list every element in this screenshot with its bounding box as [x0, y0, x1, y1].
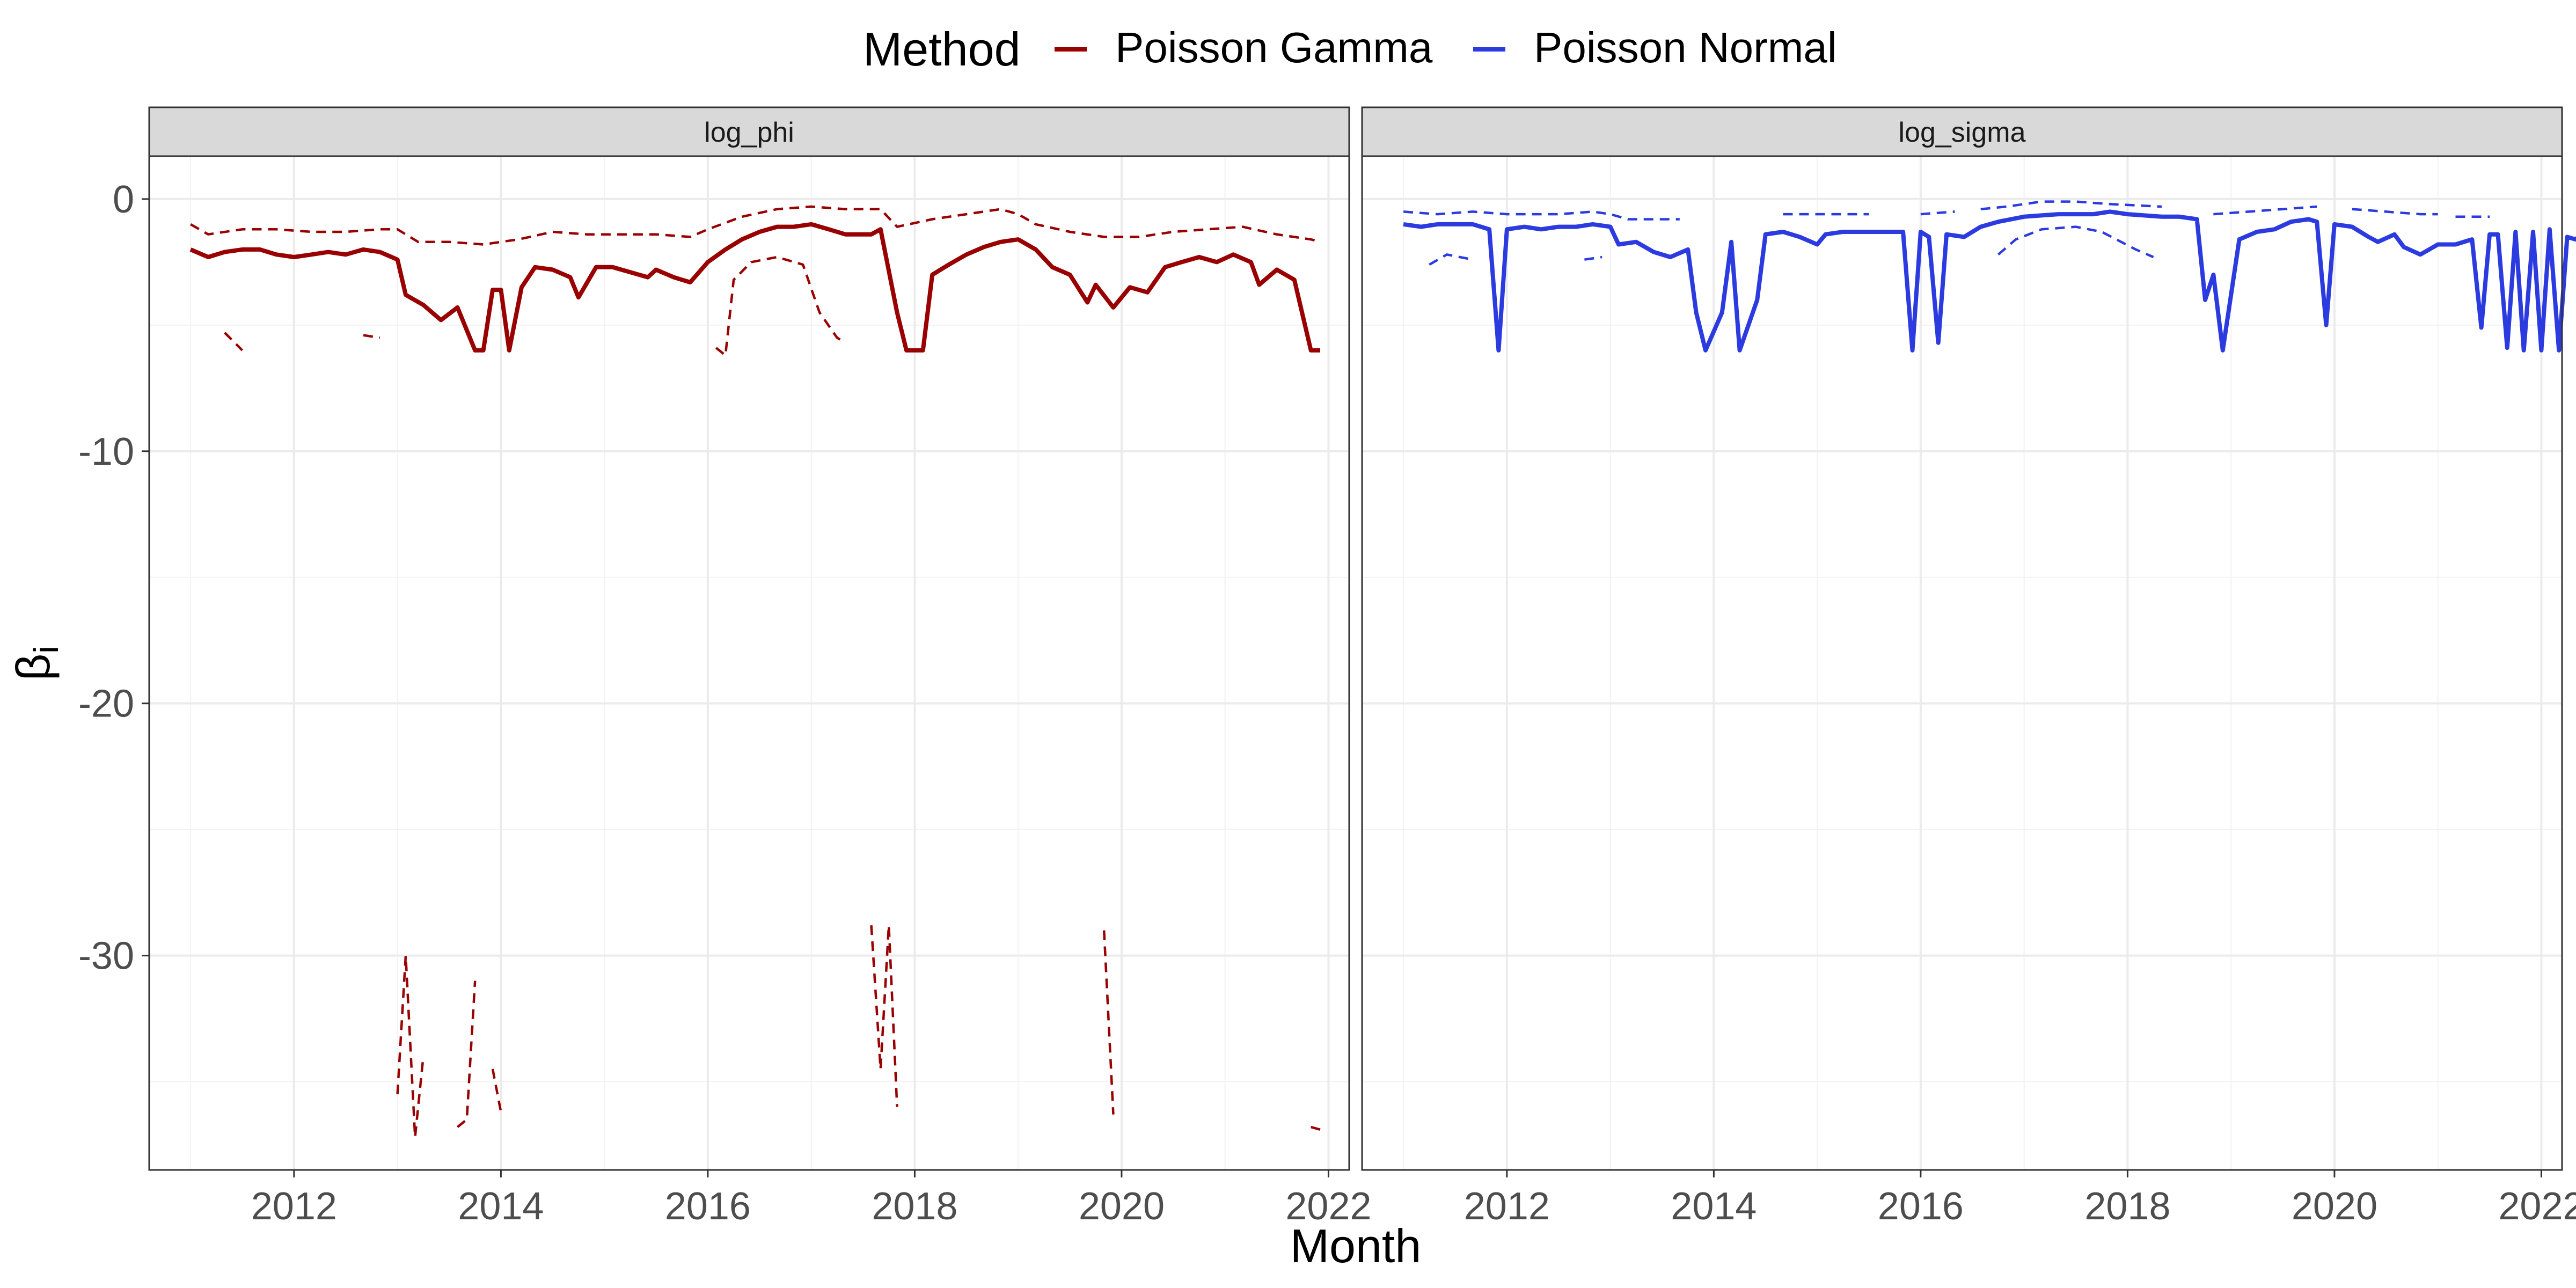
series-line-poisson-gamma-upper-bound [189, 205, 1321, 246]
series-line-poisson-gamma-lower-bound [363, 334, 380, 339]
y-tick-label: 0 [113, 178, 134, 221]
x-tick-label: 2012 [251, 1185, 337, 1228]
y-axis: 0 -10 -20 -30 [78, 178, 149, 978]
panel-strip-background [1361, 106, 2563, 157]
legend: Method Poisson Gamma Poisson Normal [863, 23, 1837, 76]
x-tick-label: 2016 [665, 1185, 751, 1228]
x-tick-label: 2022 [1285, 1185, 1371, 1228]
y-axis-title-subscript: i [27, 646, 65, 654]
series-line-poisson-normal-lower-bound [1429, 253, 1473, 266]
gridlines [149, 156, 1349, 1170]
legend-label-poisson-gamma: Poisson Gamma [1115, 24, 1433, 71]
x-tick-label: 2020 [1079, 1185, 1165, 1228]
y-tick-label: -10 [78, 430, 134, 473]
y-axis-title-symbol: β [6, 654, 60, 681]
series-line-poisson-gamma-lower-bound [396, 954, 425, 1139]
y-tick-label: -20 [78, 683, 134, 726]
series-line-poisson-gamma-lower-bound [224, 332, 244, 352]
x-tick-label: 2020 [2292, 1185, 2377, 1228]
x-tick-label: 2018 [872, 1185, 957, 1228]
series-line-poisson-normal-upper-bound [2213, 205, 2317, 216]
series-line-poisson-normal-upper-bound [2352, 208, 2438, 216]
series-line-poisson-gamma-lower-bound [1311, 1125, 1321, 1131]
x-tick-label: 2012 [1464, 1185, 1550, 1228]
series-lines [189, 205, 1321, 1139]
x-tick-label: 2014 [458, 1185, 544, 1228]
plot-area-background [149, 156, 1349, 1170]
x-tick-label: 2018 [2084, 1185, 2170, 1228]
plot-area-border [148, 155, 1350, 1171]
plot-area-border [1361, 155, 2563, 1171]
series-line-poisson-normal-lower-bound [1997, 225, 2154, 259]
x-axis-title: Month [1290, 1219, 1422, 1272]
series-line-poisson-normal-upper-bound [1980, 200, 2162, 210]
panel-strip-label: log_sigma [1898, 117, 2025, 148]
series-line-poisson-gamma-lower-bound [456, 980, 477, 1128]
panel-log-phi: log_phi [148, 106, 1350, 1171]
x-tick-label: 2016 [1878, 1185, 1964, 1228]
x-tick-label: 2022 [2498, 1185, 2576, 1228]
plot-area-background [1362, 156, 2562, 1170]
series-line-poisson-gamma-lower-bound [1102, 930, 1115, 1115]
y-axis-title: βi [6, 646, 65, 681]
series-lines [1403, 200, 2576, 353]
series-line-poisson-normal-lower-bound [1584, 255, 1602, 261]
legend-label-poisson-normal: Poisson Normal [1534, 24, 1837, 71]
panel-log-sigma: log_sigma [1361, 106, 2576, 1171]
series-line-poisson-normal-upper-bound [1920, 210, 1955, 216]
series-line-poisson-gamma-lower-bound [491, 1069, 502, 1113]
y-tick-label: -30 [78, 935, 134, 978]
series-line-poisson-normal-estimate [1403, 209, 2576, 353]
series-line-poisson-gamma-lower-bound [715, 255, 846, 357]
series-line-poisson-gamma-lower-bound [870, 924, 898, 1107]
series-line-poisson-gamma-estimate [189, 222, 1320, 353]
x-axis-log-sigma: 2012 2014 2016 2018 2020 2022 [1464, 1170, 2576, 1228]
x-axis-log-phi: 2012 2014 2016 2018 2020 2022 [251, 1170, 1372, 1228]
panel-strip-label: log_phi [704, 117, 794, 148]
legend-title: Method [863, 23, 1021, 76]
panel-strip-background [148, 106, 1350, 157]
x-tick-label: 2014 [1671, 1185, 1757, 1228]
